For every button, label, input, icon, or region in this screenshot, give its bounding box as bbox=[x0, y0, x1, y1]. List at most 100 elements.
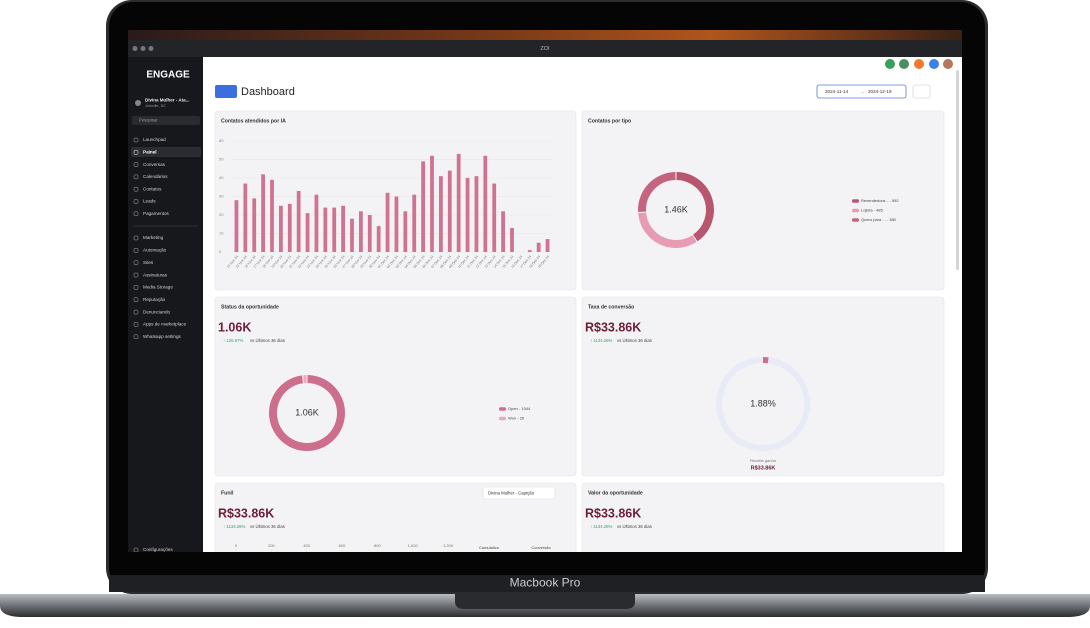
select-value: Divina Mulher - Captção bbox=[488, 491, 535, 496]
edit-button[interactable] bbox=[912, 84, 931, 99]
menu-item[interactable]: Marketing bbox=[143, 235, 164, 240]
kpi-value: 1.06K bbox=[218, 320, 251, 334]
date-range[interactable] bbox=[816, 84, 907, 99]
bar bbox=[376, 226, 381, 252]
bar bbox=[501, 211, 506, 252]
donut-segment bbox=[638, 212, 697, 248]
y-tick-label: 10 bbox=[219, 231, 224, 236]
search-box[interactable] bbox=[132, 116, 200, 125]
bar bbox=[305, 213, 310, 252]
menu-item[interactable]: Conversas bbox=[143, 162, 166, 167]
scrollbar bbox=[956, 70, 959, 270]
menu-icon bbox=[133, 199, 139, 204]
icon[interactable] bbox=[929, 59, 939, 69]
x-tick-label: 800 bbox=[374, 543, 381, 548]
menu-item[interactable]: Pagamentos bbox=[143, 211, 169, 216]
kpi-compare: vs Últimos 36 dias bbox=[617, 524, 652, 529]
bar bbox=[270, 179, 274, 252]
donut-segment bbox=[638, 172, 676, 213]
bar bbox=[323, 207, 328, 252]
kpi-compare: vs Últimos 36 dias bbox=[250, 524, 285, 529]
menu-item[interactable]: Reputação bbox=[143, 297, 166, 302]
bar bbox=[536, 242, 541, 252]
kpi-change: ↑ 1134.26% bbox=[590, 524, 613, 529]
card-title: Status da oportunidade bbox=[221, 304, 279, 310]
menu-item[interactable]: Painel bbox=[143, 150, 157, 155]
bar bbox=[332, 207, 337, 252]
x-tick-label: 1,200 bbox=[443, 543, 454, 548]
window-dot bbox=[132, 46, 138, 51]
bar bbox=[252, 198, 257, 252]
legend-label: Open - 1044 bbox=[508, 406, 531, 411]
menu-item[interactable]: Configurações bbox=[143, 547, 173, 552]
legend-label: Lojista - 485 bbox=[861, 208, 884, 213]
menu-item[interactable]: Media Storage bbox=[143, 285, 173, 290]
menu-item[interactable]: Apps de marketplace bbox=[143, 322, 187, 327]
kpi-value: R$33.86K bbox=[218, 506, 274, 520]
pipeline-select[interactable] bbox=[482, 486, 556, 500]
legend-swatch bbox=[499, 407, 506, 411]
legend-label: Revendedora... - 592 bbox=[861, 198, 899, 203]
menubar bbox=[128, 30, 962, 40]
menu-item[interactable]: Contatos bbox=[143, 186, 162, 191]
account-icon bbox=[135, 100, 141, 106]
laptop-notch bbox=[455, 594, 635, 609]
cards bbox=[214, 110, 945, 564]
menu-icon bbox=[133, 174, 139, 180]
donut-segment bbox=[676, 172, 714, 242]
menu-icon bbox=[133, 150, 139, 155]
y-tick-label: 40 bbox=[219, 175, 224, 180]
menu-item[interactable]: Denunciando bbox=[143, 309, 171, 314]
icon[interactable] bbox=[885, 59, 895, 69]
bar bbox=[447, 170, 452, 252]
bar bbox=[456, 153, 461, 252]
kpi-change: ↑ 126.67% bbox=[223, 338, 243, 343]
donut-total: 1.46K bbox=[664, 204, 688, 214]
menu-item[interactable]: Launchpad bbox=[143, 137, 166, 142]
chin bbox=[109, 575, 985, 592]
menu-item[interactable]: Calendários bbox=[143, 174, 168, 179]
date-end: 2024-12-19 bbox=[868, 89, 892, 94]
menu-item[interactable]: Automação bbox=[143, 248, 167, 253]
date-start: 2024-11-14 bbox=[825, 89, 849, 94]
caption-value: R$33.86K bbox=[751, 465, 776, 471]
menu-icon bbox=[133, 235, 139, 241]
kpi-value: R$33.86K bbox=[585, 506, 641, 520]
menu-icon bbox=[133, 285, 139, 290]
icon[interactable] bbox=[899, 59, 909, 69]
menu-icon bbox=[133, 137, 139, 143]
menu-item[interactable]: Leads bbox=[143, 199, 156, 204]
logo: ENGAGE bbox=[146, 70, 190, 81]
bar bbox=[243, 183, 248, 252]
card-title: Contatos atendidos por IA bbox=[221, 118, 286, 124]
menu-icon bbox=[133, 211, 139, 217]
bar bbox=[492, 183, 497, 252]
kpi-change: ↑ 1134.26% bbox=[223, 524, 246, 529]
bar bbox=[412, 194, 417, 252]
menu-item[interactable]: Assinaturas bbox=[143, 272, 168, 277]
sidebar-toggle[interactable] bbox=[215, 85, 237, 98]
x-tick-label: 600 bbox=[339, 543, 346, 548]
avatar[interactable] bbox=[943, 59, 953, 69]
caption: Receita ganha bbox=[750, 458, 777, 463]
card-title: Contatos por tipo bbox=[588, 118, 631, 124]
bar bbox=[438, 176, 443, 252]
bar bbox=[367, 215, 372, 252]
y-tick-label: 30 bbox=[219, 194, 224, 199]
bar bbox=[287, 203, 292, 252]
bar bbox=[296, 190, 301, 252]
bar bbox=[350, 218, 354, 252]
x-tick-label: 400 bbox=[303, 543, 310, 548]
card-title: Valor da oportunidade bbox=[588, 490, 643, 496]
menu-icon bbox=[133, 309, 139, 315]
window-dot bbox=[148, 46, 154, 51]
menu-item[interactable]: Sites bbox=[143, 260, 154, 265]
browser-title: ZOI bbox=[540, 46, 550, 52]
bar bbox=[385, 192, 390, 252]
menu-item[interactable]: Whatsapp settings bbox=[143, 334, 181, 339]
column-header: Conversão bbox=[531, 545, 551, 550]
menu-icon bbox=[133, 260, 139, 265]
bar bbox=[465, 178, 470, 252]
icon[interactable] bbox=[914, 59, 924, 69]
legend-swatch bbox=[499, 416, 506, 421]
